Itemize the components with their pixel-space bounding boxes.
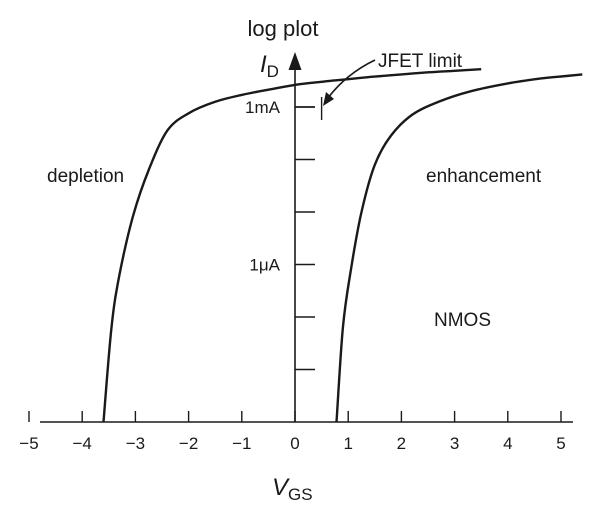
x-tick-label: 3 [450,434,459,453]
curves [102,68,583,423]
jfet-limit-label: JFET limit [378,51,463,72]
depletion-curve [102,68,482,423]
x-tick-label: 1 [343,434,352,453]
x-ticks: −5 −4 −3 −2 −1 0 1 2 3 4 5 [19,411,566,453]
nmos-label: NMOS [434,310,491,331]
x-tick-label: 0 [290,434,299,453]
y-axis-arrowhead [288,52,302,70]
x-tick-label: 2 [397,434,406,453]
x-tick-label: −2 [179,434,198,453]
enhancement-curve [335,73,583,423]
x-tick-label: −4 [73,434,92,453]
jfet-limit-arrow-line [327,59,376,99]
x-tick-label: −1 [232,434,251,453]
y-axis-subscript: D [267,62,279,81]
x-axis-title: VGS [272,474,313,504]
depletion-label: depletion [47,166,124,187]
enhancement-label: enhancement [426,166,542,187]
y-tick-label: 1μA [249,256,280,275]
x-tick-label: 4 [503,434,512,453]
jfet-limit-arrowhead [323,92,334,106]
y-axis-title: ID [260,51,279,81]
x-tick-label: −5 [19,434,38,453]
chart-title: log plot [248,16,319,41]
y-axis-symbol: I [260,51,267,78]
x-tick-label: 5 [556,434,565,453]
x-tick-label: −3 [126,434,145,453]
x-axis-symbol: V [272,474,290,501]
y-tick-label: 1mA [245,98,281,117]
y-ticks: 1mA 1μA [245,98,315,371]
x-axis-subscript: GS [288,485,313,504]
